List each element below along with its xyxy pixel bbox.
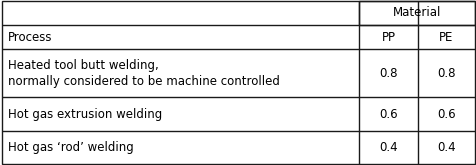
Text: 0.4: 0.4 bbox=[378, 141, 397, 154]
Text: PE: PE bbox=[438, 31, 453, 44]
Text: Material: Material bbox=[392, 6, 440, 19]
Text: 0.6: 0.6 bbox=[436, 108, 455, 121]
Text: 0.8: 0.8 bbox=[378, 67, 397, 80]
Text: Hot gas ‘rod’ welding: Hot gas ‘rod’ welding bbox=[8, 141, 134, 154]
Text: Heated tool butt welding,
normally considered to be machine controlled: Heated tool butt welding, normally consi… bbox=[8, 59, 279, 88]
Text: 0.4: 0.4 bbox=[436, 141, 455, 154]
Text: 0.6: 0.6 bbox=[378, 108, 397, 121]
Text: Process: Process bbox=[8, 31, 52, 44]
Bar bbox=[358, 1, 474, 25]
Text: Hot gas extrusion welding: Hot gas extrusion welding bbox=[8, 108, 162, 121]
Text: PP: PP bbox=[381, 31, 395, 44]
Text: 0.8: 0.8 bbox=[436, 67, 455, 80]
